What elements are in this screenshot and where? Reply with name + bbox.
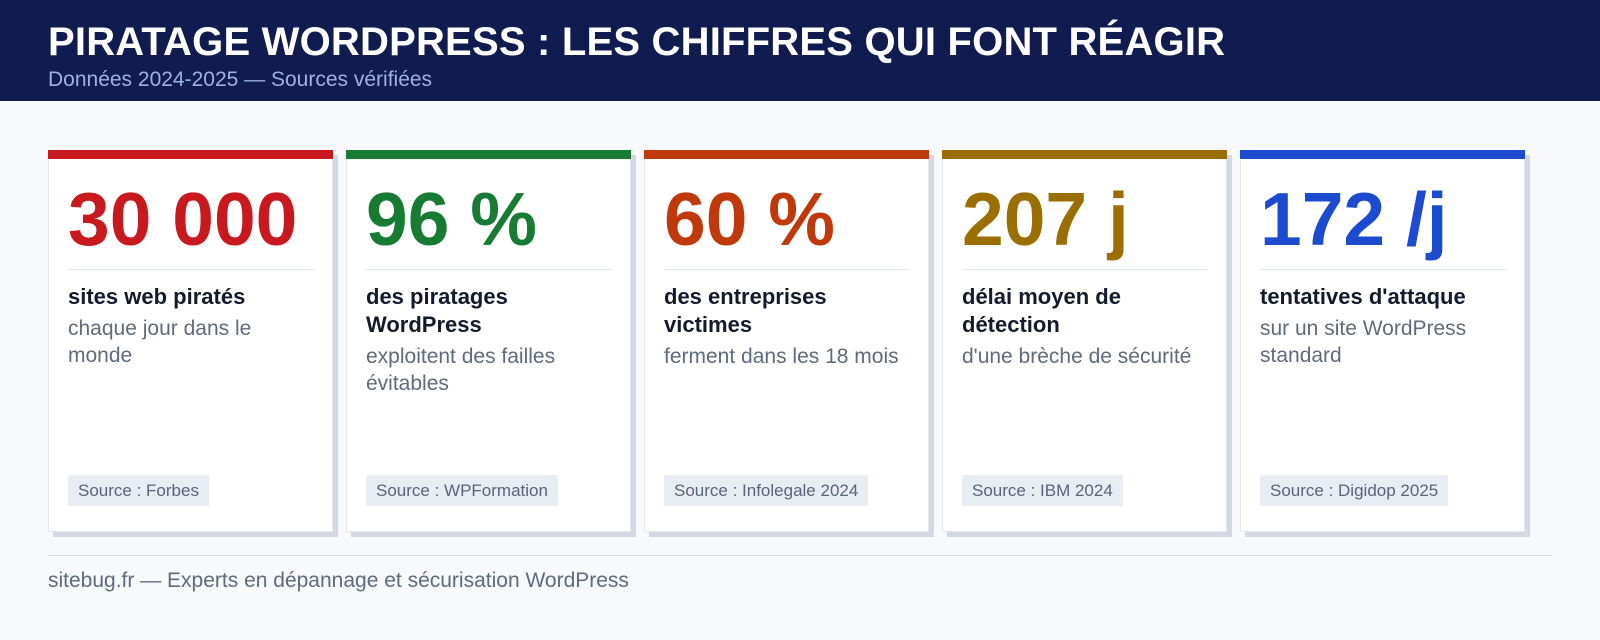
stat-label: des entreprises victimes: [664, 284, 827, 337]
stat-sublabel: chaque jour dans le monde: [68, 317, 252, 367]
source-badge: Source : Forbes: [68, 475, 209, 506]
stat-description: des piratages WordPress exploitent des f…: [366, 283, 616, 397]
stat-sublabel: sur un site WordPress standard: [1260, 317, 1467, 367]
page-title: PIRATAGE WORDPRESS : LES CHIFFRES QUI FO…: [48, 20, 1226, 64]
page-subtitle: Données 2024-2025 — Sources vérifiées: [48, 68, 433, 91]
stat-value: 207 j: [962, 177, 1129, 261]
stat-value: 30 000: [68, 177, 298, 261]
source-badge: Source : WPFormation: [366, 475, 558, 506]
stat-label: sites web piratés: [68, 284, 246, 309]
stat-label: délai moyen de détection: [962, 284, 1121, 337]
source-badge: Source : Infolegale 2024: [664, 475, 869, 506]
card-divider: [366, 269, 612, 270]
stat-label: tentatives d'attaque: [1260, 284, 1466, 309]
card-accent-bar: [346, 150, 631, 159]
card-divider: [664, 269, 910, 270]
stat-value: 60 %: [664, 177, 835, 261]
stat-value: 172 /j: [1260, 177, 1448, 261]
stat-description: sites web piratés chaque jour dans le mo…: [68, 283, 318, 369]
card-accent-bar: [48, 150, 333, 159]
source-badge: Source : IBM 2024: [962, 475, 1123, 506]
stat-sublabel: exploitent des failles évitables: [366, 345, 556, 395]
stat-card: 30 000 sites web piratés chaque jour dan…: [48, 150, 333, 532]
stat-description: tentatives d'attaque sur un site WordPre…: [1260, 283, 1510, 369]
card-divider: [1260, 269, 1506, 270]
stat-card: 60 % des entreprises victimes ferment da…: [644, 150, 929, 532]
stat-card: 96 % des piratages WordPress exploitent …: [346, 150, 631, 532]
card-accent-bar: [644, 150, 929, 159]
card-accent-bar: [942, 150, 1227, 159]
source-badge: Source : Digidop 2025: [1260, 475, 1449, 506]
stat-card: 207 j délai moyen de détection d'une brè…: [942, 150, 1227, 532]
card-divider: [68, 269, 314, 270]
card-accent-bar: [1240, 150, 1525, 159]
footer-divider: [48, 555, 1552, 556]
card-divider: [962, 269, 1208, 270]
stat-sublabel: d'une brèche de sécurité: [962, 345, 1192, 368]
stat-description: délai moyen de détection d'une brèche de…: [962, 283, 1212, 370]
footer-text: sitebug.fr — Experts en dépannage et séc…: [48, 569, 629, 592]
stat-value: 96 %: [366, 177, 537, 261]
stat-description: des entreprises victimes ferment dans le…: [664, 283, 914, 370]
stat-card: 172 /j tentatives d'attaque sur un site …: [1240, 150, 1525, 532]
header: PIRATAGE WORDPRESS : LES CHIFFRES QUI FO…: [0, 0, 1600, 101]
stats-cards: 30 000 sites web piratés chaque jour dan…: [48, 150, 1552, 532]
stat-sublabel: ferment dans les 18 mois: [664, 345, 899, 368]
stat-label: des piratages WordPress: [366, 284, 508, 337]
